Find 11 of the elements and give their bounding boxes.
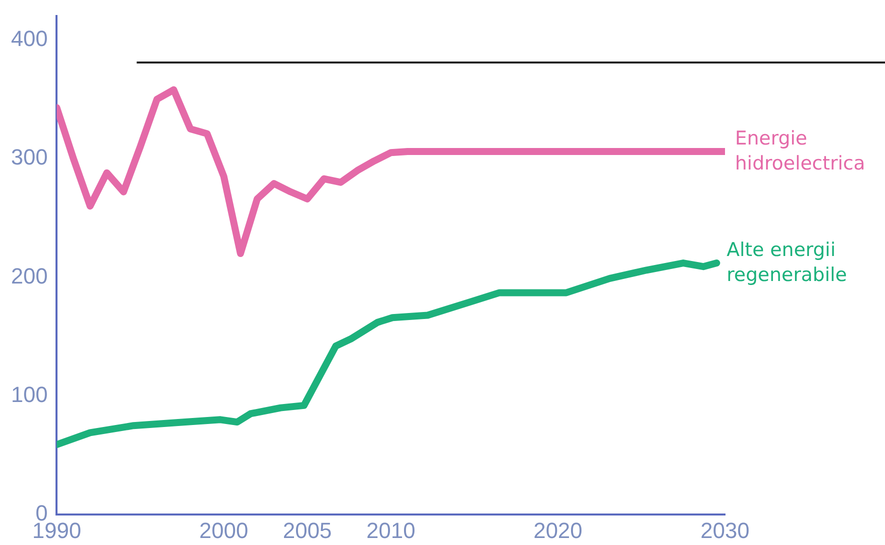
y-tick-label: 300 — [10, 144, 48, 170]
x-tick-label: 2020 — [533, 518, 582, 543]
x-tick-label: 2000 — [199, 518, 248, 543]
x-tick-label: 2005 — [282, 518, 332, 543]
x-tick-label: 2010 — [366, 518, 416, 543]
series-label: Energie hidroelectrica — [735, 127, 866, 174]
y-tick-label: 400 — [10, 26, 48, 51]
y-tick-label: 200 — [10, 263, 48, 288]
x-tick-label: 2030 — [700, 518, 750, 543]
series-label: Alte energii regenerabile — [726, 238, 847, 286]
y-tick-label: 100 — [10, 382, 48, 407]
